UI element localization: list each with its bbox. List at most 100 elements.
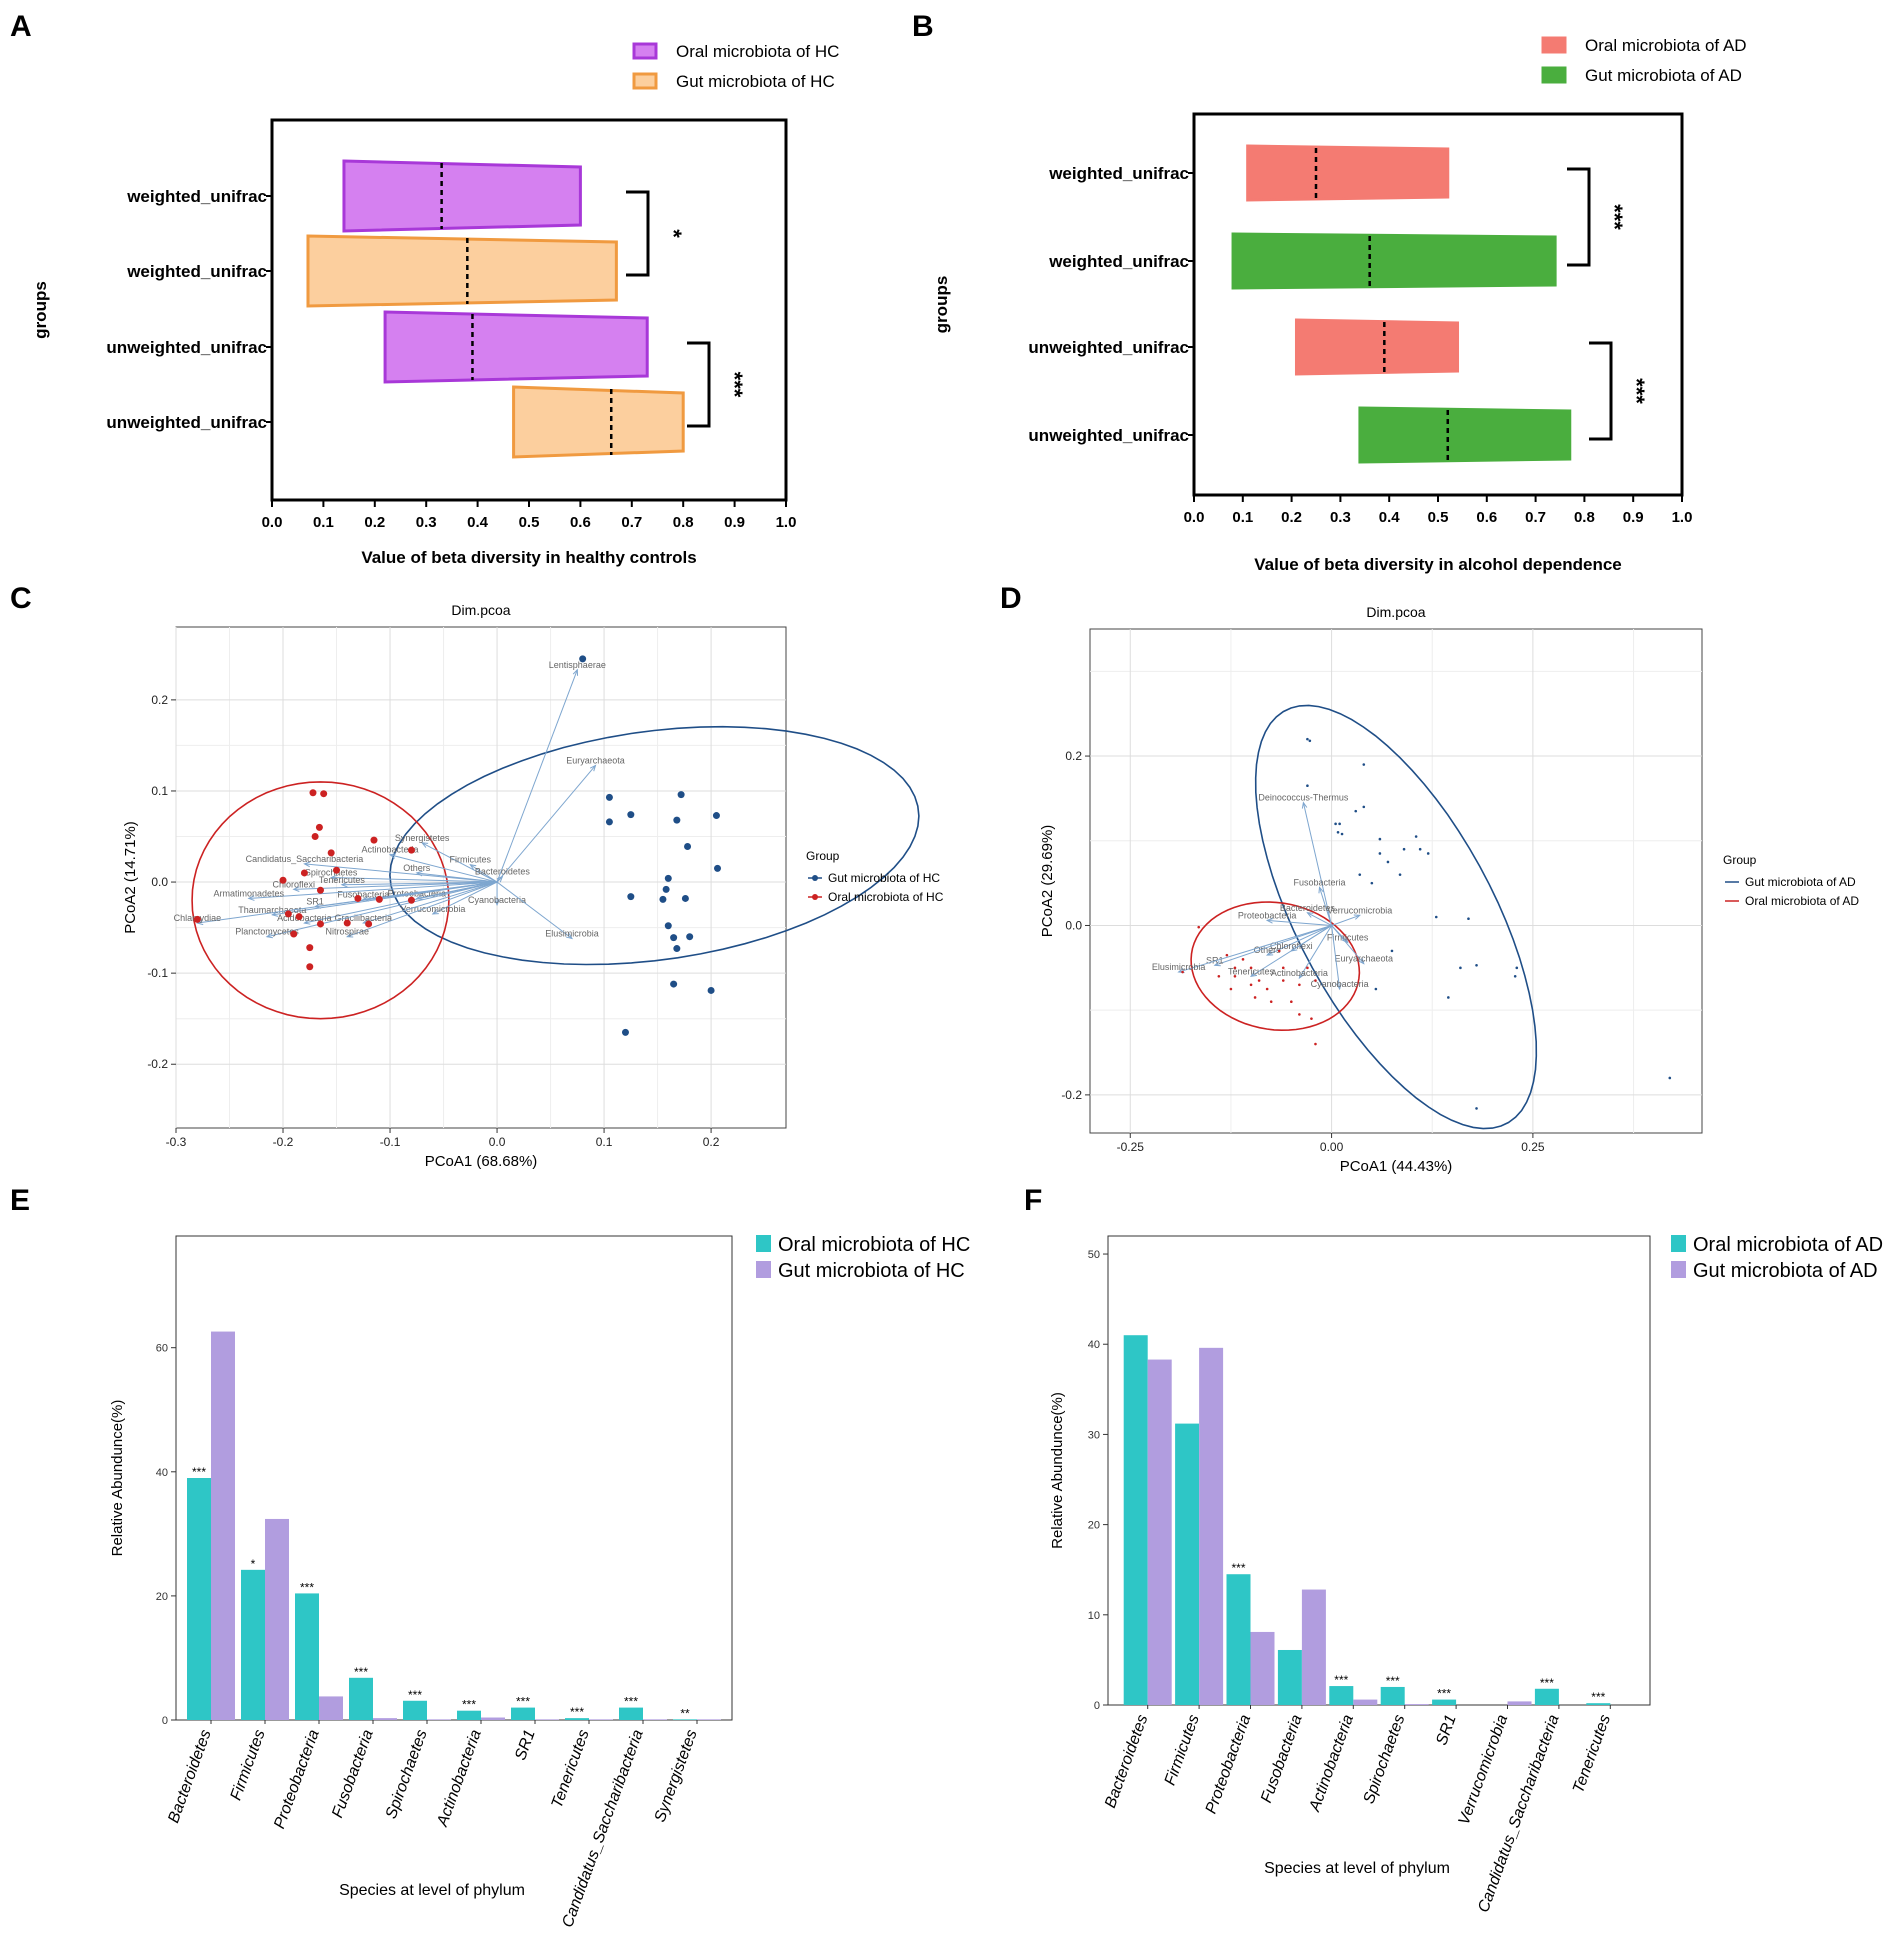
arrow-label: Candidatus_Saccharibacteria — [246, 854, 364, 864]
data-point — [306, 944, 313, 951]
data-point — [285, 910, 292, 917]
legend-swatch — [1543, 68, 1565, 82]
bar — [1227, 1574, 1251, 1705]
bar — [187, 1478, 211, 1720]
bar — [319, 1696, 343, 1720]
legend-swatch — [634, 44, 656, 58]
data-point — [1197, 926, 1200, 929]
data-point — [708, 987, 715, 994]
y-axis-label: groups — [932, 276, 951, 334]
data-point — [1181, 971, 1184, 974]
violin-shape — [308, 236, 616, 306]
y-tick-label: 0.2 — [151, 693, 168, 707]
data-point — [1435, 916, 1438, 919]
significance-label: *** — [354, 1665, 368, 1679]
x-tick-label: 0.9 — [1623, 509, 1644, 526]
data-point — [194, 916, 201, 923]
data-point — [354, 895, 361, 902]
chart-title: Dim.pcoa — [1366, 604, 1425, 620]
x-tick-label: Proteobacteria — [271, 1727, 323, 1831]
data-point — [312, 833, 319, 840]
bar — [535, 1719, 559, 1720]
x-tick-label: Actinobacteria — [434, 1727, 485, 1829]
significance-bracket — [626, 192, 648, 275]
legend-label: Gut microbiota of AD — [1693, 1260, 1878, 1282]
arrow-label: Others — [403, 863, 431, 873]
arrow-label: Bacteroidetes — [475, 867, 531, 877]
x-axis-label: PCoA1 (44.43%) — [1340, 1158, 1453, 1175]
data-point — [682, 895, 689, 902]
data-point — [1399, 873, 1402, 876]
data-point — [1475, 1107, 1478, 1110]
legend-title: Group — [806, 849, 840, 863]
data-point — [673, 945, 680, 952]
data-point — [1362, 806, 1365, 809]
data-point — [1337, 831, 1340, 834]
data-point — [686, 933, 693, 940]
arrow-label: Tenericutes — [319, 875, 366, 885]
significance-label: *** — [1386, 1674, 1400, 1688]
significance-bracket — [687, 343, 709, 426]
data-point — [1306, 967, 1309, 970]
data-point — [1298, 983, 1301, 986]
data-point — [1270, 1000, 1273, 1003]
data-point — [1314, 979, 1317, 982]
bar — [265, 1519, 289, 1720]
x-tick-label: 0.1 — [1232, 509, 1253, 526]
x-tick-label: 0.6 — [570, 514, 591, 531]
x-tick-label: Bacteroidetes — [1102, 1713, 1151, 1811]
panel-a-violin-chart: AOral microbiota of HCGut microbiota of … — [10, 10, 839, 567]
data-point — [1309, 740, 1312, 743]
data-point — [333, 867, 340, 874]
data-point — [606, 794, 613, 801]
arrow-label: Proteobacteria — [1238, 910, 1297, 920]
data-point — [1379, 838, 1382, 841]
legend-title: Group — [1723, 853, 1757, 867]
legend-swatch-dot — [812, 875, 818, 881]
significance-label: *** — [192, 1465, 206, 1479]
data-point — [1298, 1013, 1301, 1016]
legend-swatch — [1671, 1235, 1686, 1252]
data-point — [1250, 967, 1253, 970]
y-tick-label: 0.0 — [151, 875, 168, 889]
data-point — [1282, 979, 1285, 982]
arrow-label: Lentisphaerae — [549, 660, 606, 670]
bar — [1381, 1687, 1405, 1705]
y-tick-label: -0.1 — [147, 966, 168, 980]
legend-swatch — [756, 1261, 771, 1278]
y-axis-label: Relative Abundunce(%) — [1049, 1392, 1066, 1549]
y-tick-label: 50 — [1088, 1249, 1100, 1261]
data-point — [1419, 848, 1422, 851]
x-tick-label: -0.3 — [166, 1135, 187, 1149]
x-tick-label: 0.5 — [519, 514, 540, 531]
data-point — [1362, 763, 1365, 766]
chart-title: Dim.pcoa — [451, 602, 510, 618]
legend-label: Oral microbiota of AD — [1585, 36, 1747, 55]
x-tick-label: 0.00 — [1320, 1140, 1344, 1154]
x-tick-label: 0.0 — [489, 1135, 506, 1149]
legend-label: Gut microbiota of AD — [1745, 875, 1856, 889]
data-point — [408, 897, 415, 904]
x-tick-label: SR1 — [1433, 1713, 1460, 1748]
data-point — [1467, 917, 1470, 920]
bar — [1353, 1700, 1377, 1705]
x-axis-label: Value of beta diversity in alcohol depen… — [1254, 555, 1622, 574]
panel-letter: C — [10, 582, 32, 615]
bar — [1329, 1686, 1353, 1705]
data-point — [301, 869, 308, 876]
x-tick-label: 0.2 — [703, 1135, 720, 1149]
y-tick-label: weighted_unifrac — [1048, 164, 1189, 183]
legend-label: Gut microbiota of HC — [778, 1260, 965, 1282]
data-point — [1427, 852, 1430, 855]
x-tick-label: 0.3 — [416, 514, 437, 531]
bar — [481, 1718, 505, 1720]
y-axis-label: PCoA2 (14.71%) — [122, 821, 139, 934]
panel-d-pcoa-chart: D Dim.pcoa -0.25 0.00 0.25 -0.2 0.0 0.2 PCoA1 (4… — [1000, 582, 1859, 1175]
data-point — [1668, 1077, 1671, 1080]
y-tick-label: unweighted_unifrac — [1028, 426, 1189, 445]
arrow-label: SR1 — [1206, 955, 1224, 965]
x-tick-label: 0.4 — [467, 514, 489, 531]
significance-label: *** — [1540, 1676, 1554, 1690]
x-axis-label: Species at level of phylum — [1264, 1860, 1450, 1877]
bar — [1302, 1590, 1326, 1705]
